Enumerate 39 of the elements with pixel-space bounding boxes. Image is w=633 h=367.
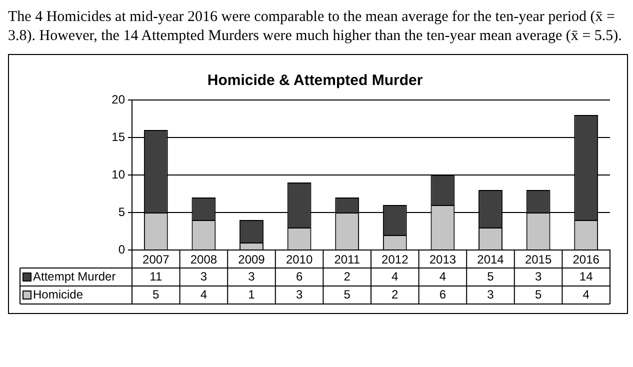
x-tick-label: 2015 <box>524 252 552 267</box>
y-tick-label: 0 <box>118 242 126 256</box>
data-label: 2 <box>344 269 351 284</box>
x-tick-label: 2014 <box>477 252 504 267</box>
legend-label: Attempt Murder <box>33 269 116 284</box>
data-label: 6 <box>296 269 303 284</box>
x-tick-label: 2011 <box>334 252 360 267</box>
data-label: 11 <box>150 269 162 284</box>
x-tick-label: 2013 <box>429 252 456 267</box>
x-tick-label: 2008 <box>190 252 218 267</box>
data-label: 5 <box>344 287 351 302</box>
data-label: 3 <box>248 269 256 284</box>
data-label: 14 <box>579 269 594 284</box>
data-label: 3 <box>487 287 494 302</box>
x-tick-label: 2009 <box>238 252 266 267</box>
data-label: 4 <box>200 287 208 302</box>
data-label: 4 <box>582 287 590 302</box>
x-tick-label: 2012 <box>382 252 409 267</box>
data-label: 6 <box>439 287 446 302</box>
x-tick-label: 2010 <box>286 252 313 267</box>
y-tick-label: 15 <box>112 130 126 144</box>
y-tick-label: 5 <box>118 204 126 219</box>
data-label: 5 <box>487 269 494 284</box>
legend-label: Homicide <box>33 287 84 302</box>
y-tick-label: 10 <box>112 167 126 182</box>
data-label: 1 <box>248 287 256 302</box>
data-label: 3 <box>534 269 542 284</box>
data-label: 2 <box>392 287 399 302</box>
data-label: 4 <box>392 269 399 284</box>
data-label: 3 <box>200 269 208 284</box>
data-label: 3 <box>296 287 303 302</box>
chart-title: Homicide & Attempted Murder <box>207 72 423 90</box>
y-tick-label: 20 <box>112 92 126 106</box>
data-label: 5 <box>152 287 160 302</box>
text: The 4 Homicides at mid-year 2016 were comparable to the mean average for the ten-year period (x̄ = 3.8). However, the 14 Attempted Murders were much higher than the ten-year mean average (x̄ = 5.5). <box>8 8 623 46</box>
data-label: 4 <box>439 269 446 284</box>
x-tick-label: 2016 <box>572 252 600 267</box>
x-tick-label: 2007 <box>142 252 170 267</box>
data-label: 5 <box>534 287 542 302</box>
